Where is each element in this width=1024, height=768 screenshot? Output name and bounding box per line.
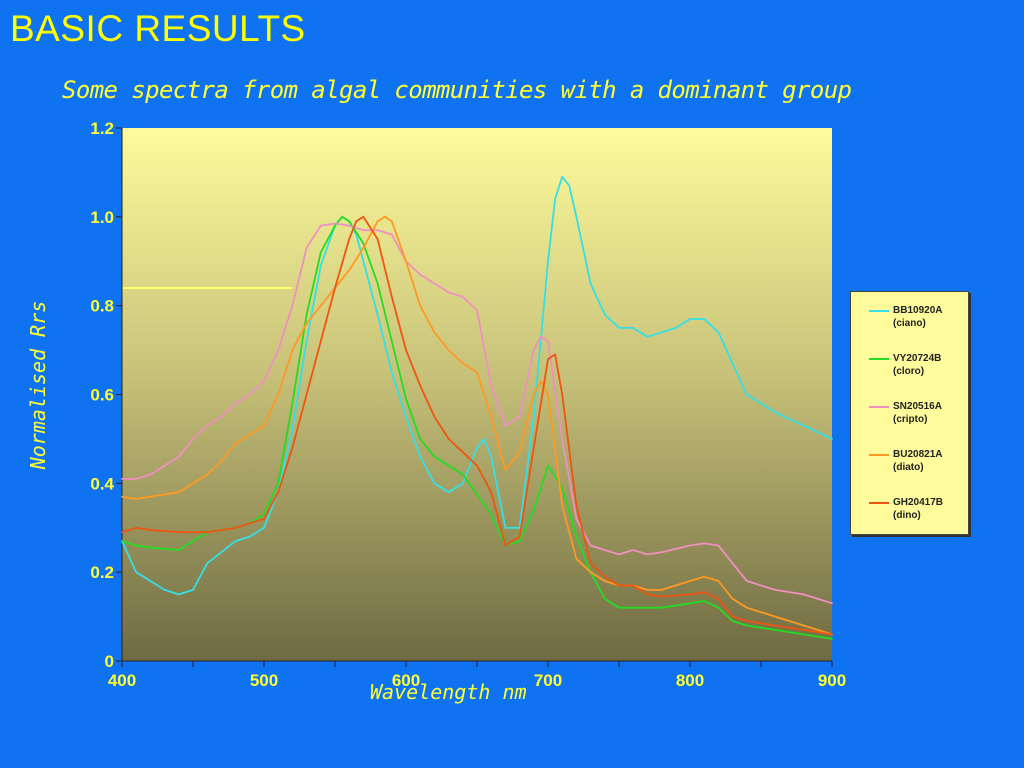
y-tick-label: 0.6	[90, 386, 114, 405]
plot-area	[122, 128, 832, 661]
legend-swatch	[869, 454, 889, 456]
x-tick-label: 500	[250, 671, 278, 690]
y-axis-label: Normalised Rrs	[26, 300, 50, 470]
legend-label: VY20724B (cloro)	[893, 353, 942, 377]
legend-item: BB10920A (ciano)	[869, 302, 969, 336]
x-tick-label: 600	[392, 671, 420, 690]
y-tick-label: 0	[105, 652, 114, 671]
legend-label: BU20821A (diato)	[893, 449, 943, 473]
slide-subtitle: Some spectra from algal communities with…	[62, 76, 852, 104]
series-layer	[121, 175, 833, 640]
y-tick-label: 0.4	[90, 474, 114, 493]
legend-swatch	[869, 310, 889, 312]
series-line-0	[121, 175, 833, 596]
slide-title: BASIC RESULTS	[10, 8, 306, 49]
legend-swatch	[869, 358, 889, 360]
x-tick-label: 400	[108, 671, 136, 690]
x-tick-label: 700	[534, 671, 562, 690]
x-tick-label: 900	[818, 671, 846, 690]
y-tick-label: 1.0	[90, 208, 114, 227]
y-tick-label: 0.2	[90, 563, 114, 582]
legend-item: GH20417B (dino)	[869, 494, 969, 528]
axes: 0 0.2 0.4 0.6 0.8 1.0 1.2 400 500 600 700 800 900	[90, 119, 846, 690]
legend-label: BB10920A (ciano)	[893, 305, 943, 329]
x-axis-label: Wavelength nm	[370, 680, 527, 704]
series-line-3	[121, 215, 833, 636]
x-tick-label: 800	[676, 671, 704, 690]
legend-item: VY20724B (cloro)	[869, 350, 969, 384]
legend-swatch	[869, 406, 889, 408]
legend-item: SN20516A (cripto)	[869, 398, 969, 432]
series-line-4	[121, 215, 833, 636]
legend-swatch	[869, 502, 889, 504]
series-line-2	[121, 222, 833, 605]
chart-legend: BB10920A (ciano) VY20724B (cloro) SN20516A…	[850, 291, 969, 535]
legend-item: BU20821A (diato)	[869, 446, 969, 480]
y-tick-label: 1.2	[90, 119, 114, 138]
y-tick-label: 0.8	[90, 297, 114, 316]
legend-label: SN20516A (cripto)	[893, 401, 942, 425]
legend-label: GH20417B (dino)	[893, 497, 944, 521]
